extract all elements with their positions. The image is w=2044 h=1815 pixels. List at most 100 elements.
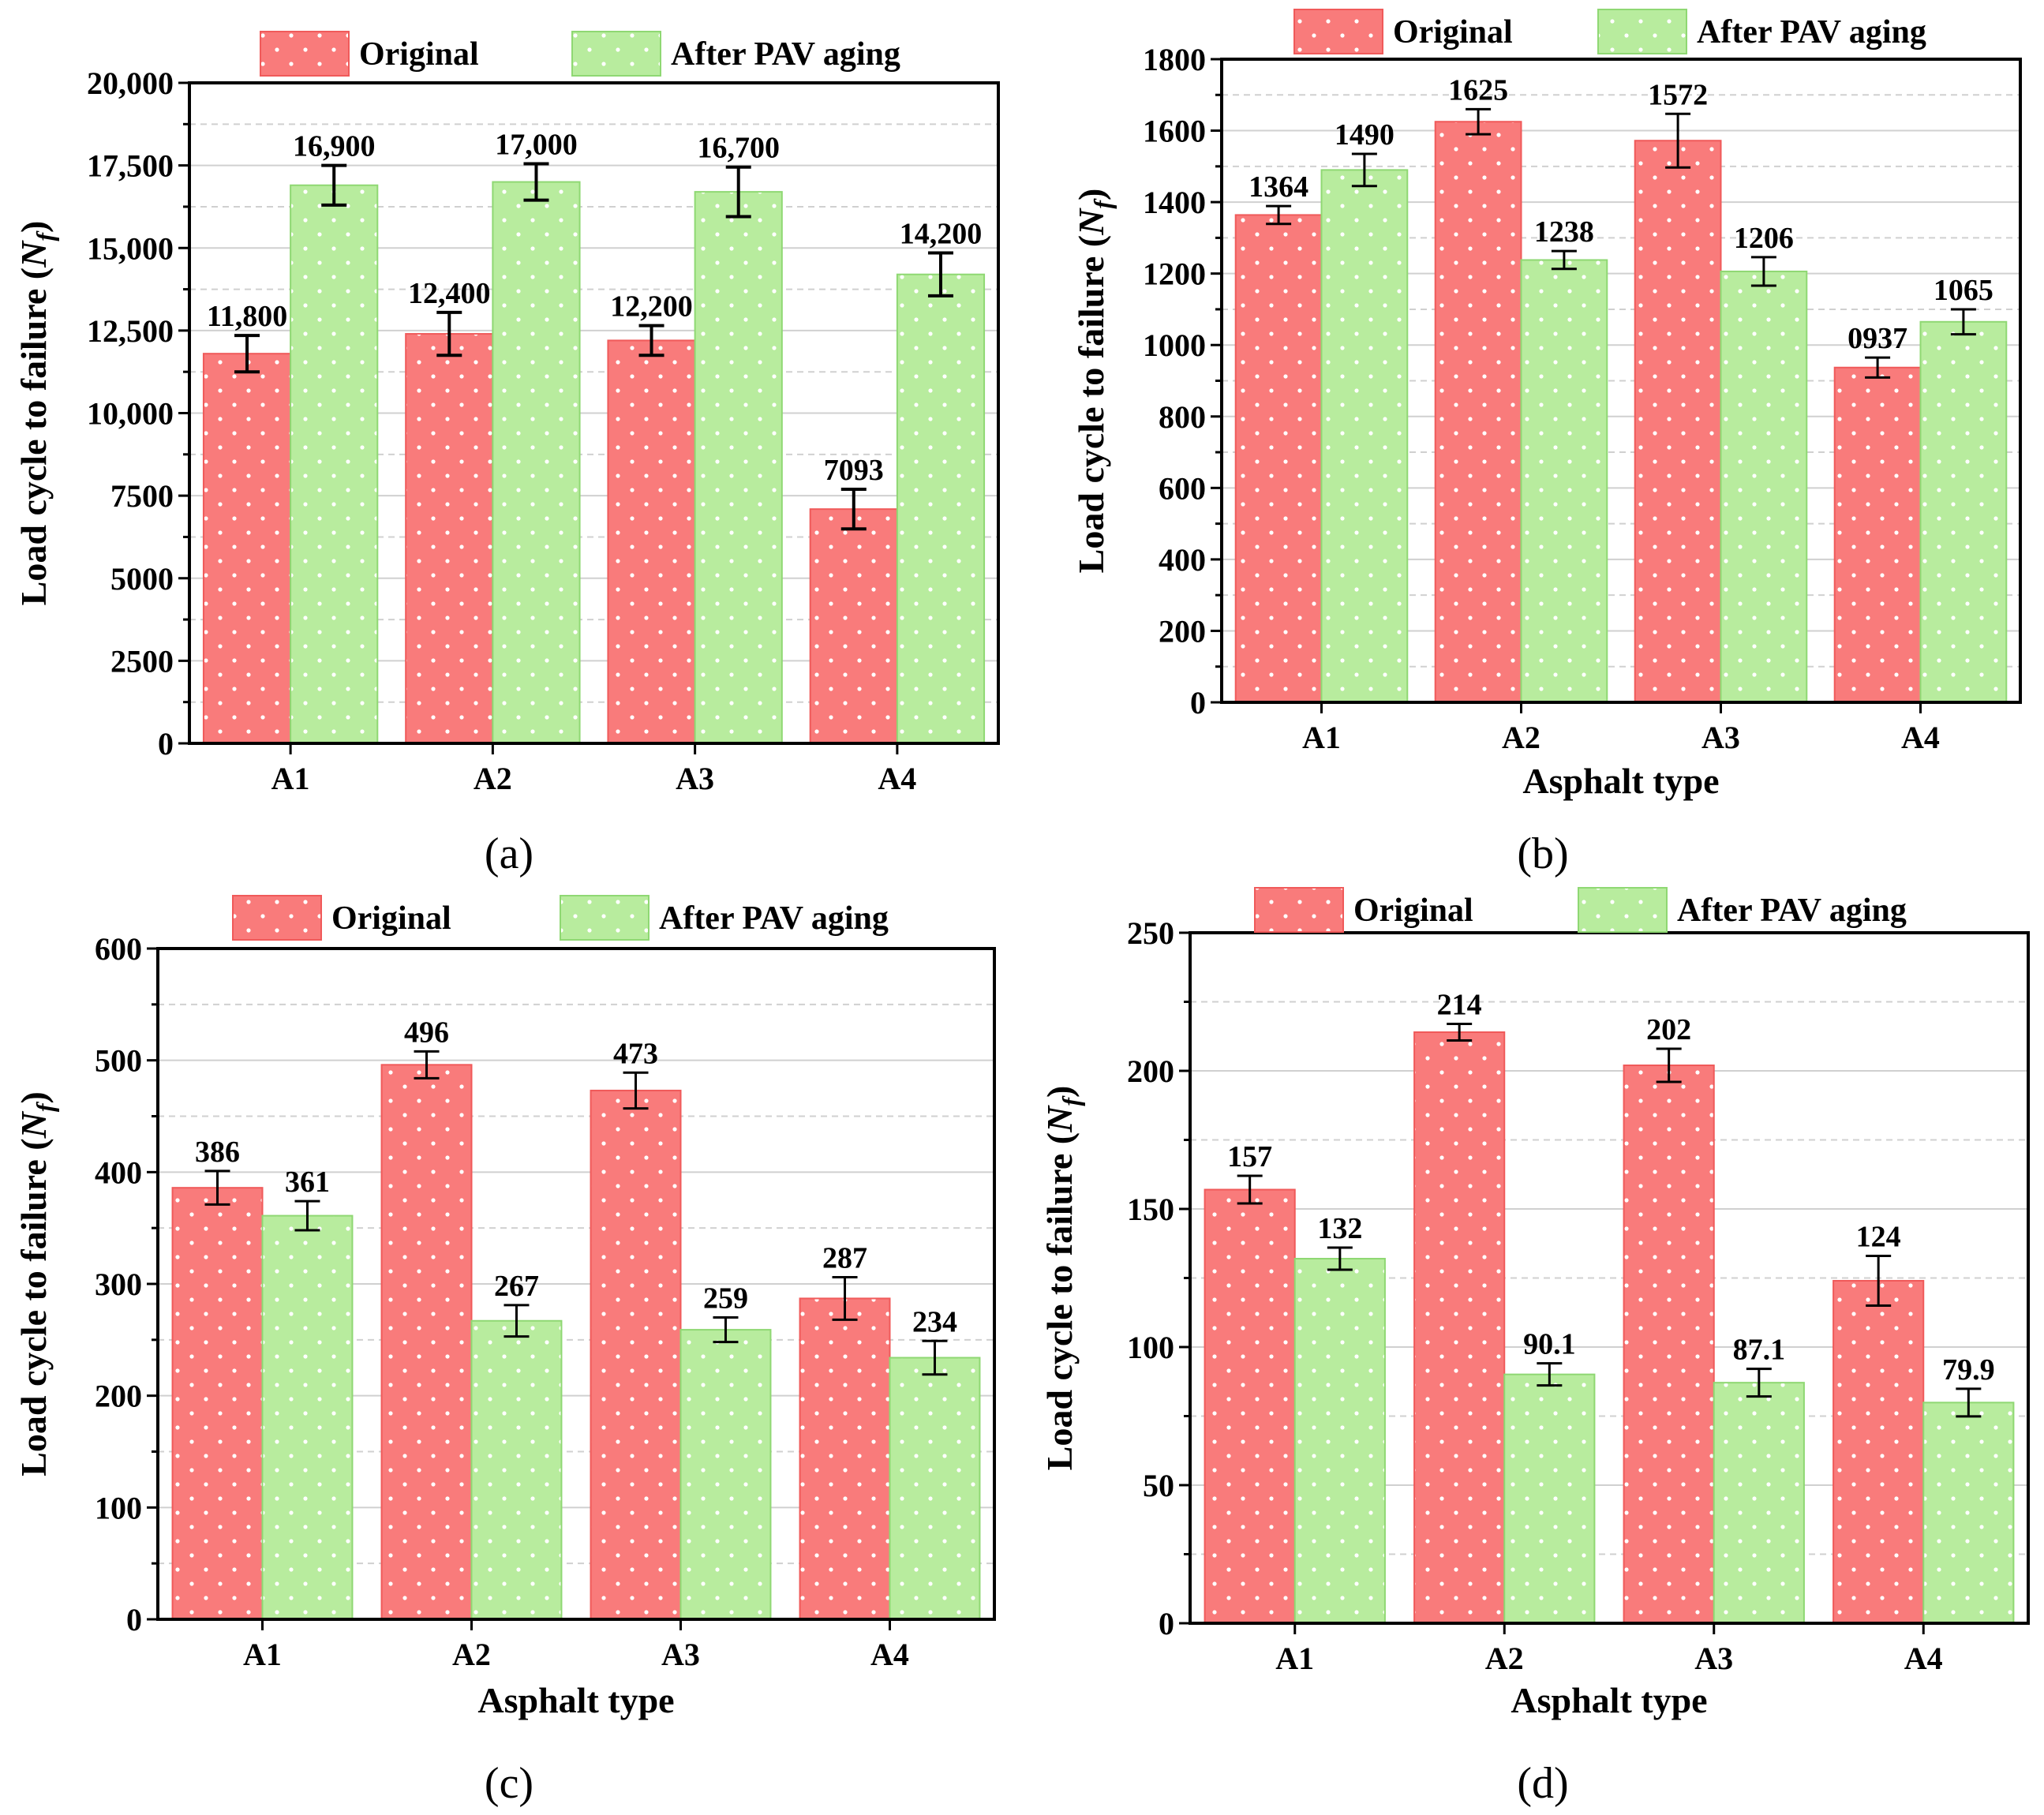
y-tick-label: 400 xyxy=(1159,542,1206,578)
x-tick-label: A3 xyxy=(676,761,714,796)
error-bar xyxy=(234,334,260,374)
data-label: 132 xyxy=(1317,1212,1362,1245)
data-label: 202 xyxy=(1646,1013,1691,1046)
x-tick-label: A3 xyxy=(1701,720,1740,755)
data-label: 14,200 xyxy=(900,218,983,251)
legend-label-original: Original xyxy=(331,900,451,937)
bar-a1-aged xyxy=(1320,169,1409,704)
y-axis-title: Load cycle to failure (Nf) xyxy=(13,1091,59,1476)
bar-a3-aged xyxy=(694,191,783,745)
y-tick-label: 2500 xyxy=(110,643,174,679)
error-bar xyxy=(1656,1047,1682,1083)
error-bar xyxy=(1746,1368,1772,1398)
error-bar xyxy=(523,162,549,202)
bar-a4-original xyxy=(1832,1280,1925,1624)
y-tick-label: 1800 xyxy=(1143,42,1206,77)
chart-panel-a: 11,800 12,400 12,200 7093 16,900 17,000 16,700… xyxy=(13,31,1000,878)
y-tick-label: 50 xyxy=(1143,1468,1174,1503)
data-label: 234 xyxy=(912,1305,957,1338)
data-label: 1238 xyxy=(1534,215,1594,249)
legend-swatch-original xyxy=(260,31,350,77)
bar-a3-original xyxy=(1623,1065,1715,1624)
y-tick-label: 600 xyxy=(95,931,142,967)
y-axis-title-end: ) xyxy=(1071,189,1111,200)
bar-a3-aged xyxy=(1713,1382,1805,1625)
data-label: 87.1 xyxy=(1733,1334,1786,1367)
legend-label-aged: After PAV aging xyxy=(1677,893,1907,929)
data-label: 7093 xyxy=(824,454,884,487)
x-tick-label: A4 xyxy=(870,1637,909,1672)
bar-a4-original xyxy=(1833,366,1922,703)
bar-a4-aged xyxy=(1922,1401,2015,1624)
legend-swatch-aged xyxy=(560,895,650,941)
y-tick-label: 15,000 xyxy=(87,230,174,266)
y-axis-title: Load cycle to failure (Nf) xyxy=(13,221,59,606)
bar-a1-aged xyxy=(261,1214,354,1621)
legend-label-original: Original xyxy=(359,36,479,73)
bar-a1-original xyxy=(171,1187,264,1620)
bar-a1-aged xyxy=(290,184,379,745)
chart-panel-d: 157 214 202 124 132 90.1 87.1 79.9 0 50 100 150 200 2… xyxy=(1039,887,2030,1808)
y-axis-title-main: Load cycle to failure ( xyxy=(13,1138,54,1476)
error-bar xyxy=(414,1050,440,1080)
panel-label: (a) xyxy=(485,829,533,878)
data-label: 473 xyxy=(613,1037,658,1070)
bar-a2-aged xyxy=(1503,1373,1596,1625)
data-label: 1625 xyxy=(1448,73,1508,107)
y-tick-label: 0 xyxy=(1190,685,1206,720)
data-label: 12,200 xyxy=(610,290,693,324)
data-label: 0937 xyxy=(1847,322,1907,355)
panel-label: (c) xyxy=(485,1759,533,1808)
error-bar xyxy=(1537,1362,1563,1387)
y-axis-title-var: N xyxy=(13,240,54,268)
legend: Original After PAV aging xyxy=(232,895,889,941)
x-tick-label: A1 xyxy=(1302,720,1341,755)
legend-label-aged: After PAV aging xyxy=(1697,14,1926,51)
error-bar xyxy=(1327,1246,1353,1271)
x-tick-label: A1 xyxy=(1275,1641,1314,1676)
data-label: 90.1 xyxy=(1523,1328,1576,1361)
error-bar xyxy=(1266,204,1292,226)
error-bar xyxy=(832,1276,858,1321)
x-tick-label: A4 xyxy=(1904,1641,1943,1676)
y-tick-label: 600 xyxy=(1159,470,1206,506)
y-axis-title-end: ) xyxy=(13,1091,54,1103)
bar-a1-original xyxy=(202,353,292,744)
error-bar xyxy=(1950,308,1976,336)
data-label: 1364 xyxy=(1248,170,1308,204)
bar-a2-aged xyxy=(492,181,581,745)
bar-a2-original xyxy=(380,1064,473,1621)
y-tick-label: 800 xyxy=(1159,399,1206,435)
data-label: 386 xyxy=(195,1136,240,1169)
data-label: 16,900 xyxy=(293,130,376,163)
error-bar xyxy=(321,163,347,207)
y-tick-label: 5000 xyxy=(110,561,174,597)
y-axis-title-sub: f xyxy=(31,1101,59,1112)
y-axis-title-main: Load cycle to failure ( xyxy=(1071,235,1111,573)
y-tick-label: 300 xyxy=(95,1267,142,1302)
y-axis-title-main: Load cycle to failure ( xyxy=(1039,1132,1080,1470)
legend-swatch-aged xyxy=(1578,887,1668,933)
y-tick-label: 1600 xyxy=(1143,114,1206,149)
y-tick-label: 1200 xyxy=(1143,256,1206,292)
legend: Original After PAV aging xyxy=(1254,887,1907,933)
data-label: 259 xyxy=(703,1282,748,1315)
bar-a3-aged xyxy=(679,1329,772,1621)
data-label: 214 xyxy=(1437,989,1482,1022)
error-bar xyxy=(922,1339,948,1376)
y-tick-label: 200 xyxy=(1159,613,1206,649)
y-tick-label: 250 xyxy=(1127,915,1174,951)
error-bar xyxy=(1447,1023,1473,1042)
legend-label-original: Original xyxy=(1393,14,1513,51)
x-tick-label: A1 xyxy=(271,761,310,796)
y-axis-title-var: N xyxy=(1039,1105,1080,1133)
bar-a3-original xyxy=(607,339,696,744)
bar-a2-aged xyxy=(1520,259,1608,703)
error-bar xyxy=(1956,1387,1982,1418)
legend-label-aged: After PAV aging xyxy=(671,36,900,73)
bar-a3-aged xyxy=(1720,270,1808,703)
x-axis-title: Asphalt type xyxy=(1511,1680,1707,1720)
legend-swatch-aged xyxy=(1597,9,1687,54)
y-axis-title-end: ) xyxy=(13,221,54,233)
